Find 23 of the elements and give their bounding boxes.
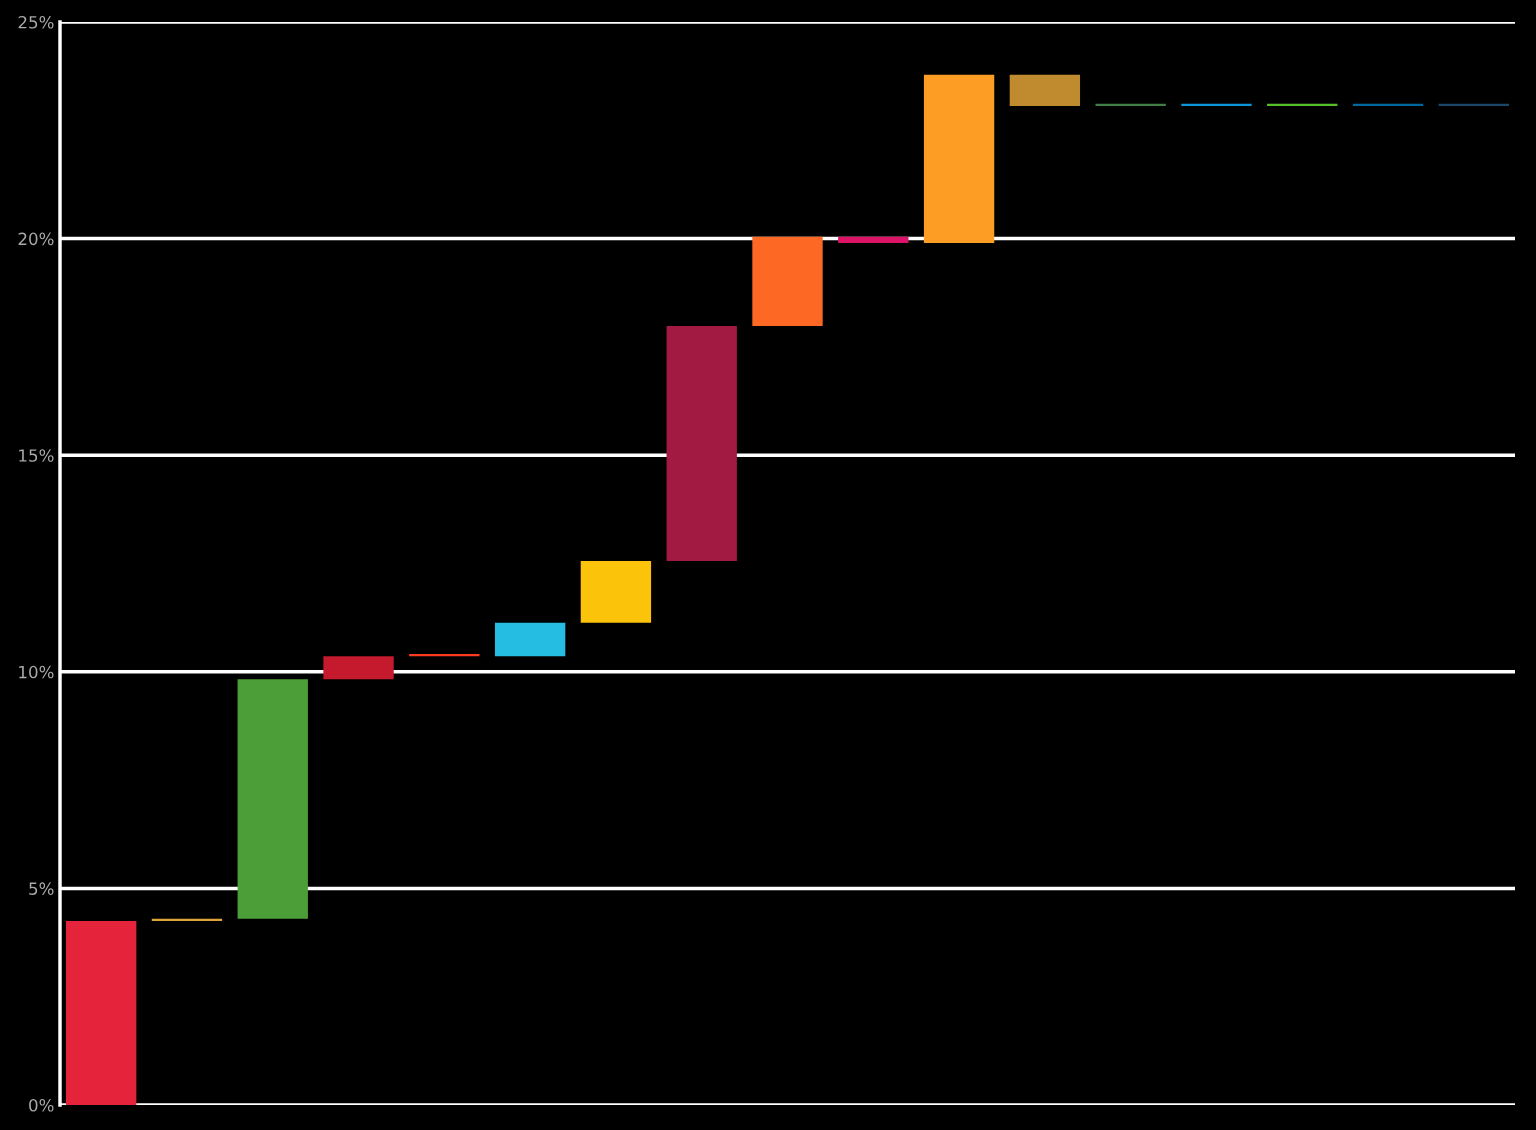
bar — [923, 74, 995, 243]
bar — [323, 656, 394, 680]
y-tick-label: 0% — [29, 1098, 54, 1112]
bar — [1095, 103, 1166, 107]
bar — [666, 326, 737, 561]
bar — [151, 918, 223, 921]
bar — [580, 560, 652, 623]
y-tick-label: 5% — [29, 882, 54, 895]
bar — [752, 236, 823, 327]
y-tick-label: 15% — [19, 449, 54, 462]
y-tick-label: 10% — [19, 665, 54, 679]
bar — [1009, 74, 1081, 107]
bar — [838, 236, 909, 243]
bar — [1438, 103, 1509, 107]
bar — [66, 920, 137, 1105]
bar — [237, 679, 308, 919]
bar — [1352, 103, 1424, 107]
bar — [1267, 103, 1338, 107]
bar — [494, 622, 566, 657]
bar — [409, 654, 480, 657]
y-tick-label: 25% — [18, 15, 54, 29]
bar — [1181, 103, 1252, 107]
y-tick-label: 20% — [18, 232, 54, 246]
